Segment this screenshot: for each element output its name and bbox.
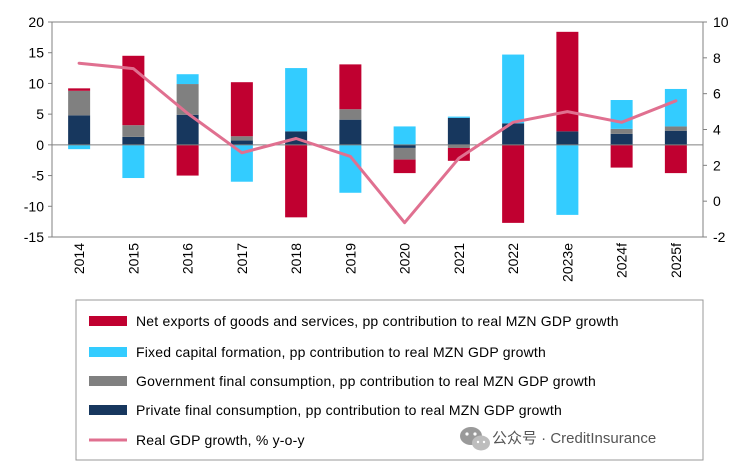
bar-2025f	[664, 88, 687, 127]
bar-2022	[502, 144, 525, 223]
legend-swatch	[89, 376, 127, 386]
gdp-growth-line	[77, 61, 678, 225]
legend-label: Real GDP growth, % y-o-y	[136, 432, 305, 448]
y-tick-label: 0	[36, 137, 44, 153]
bar-2019	[339, 109, 362, 120]
bar-2023e	[556, 144, 579, 215]
y-tick-label: -5	[32, 168, 45, 184]
x-tick-label: 2019	[342, 243, 358, 274]
bar-2018	[285, 144, 308, 218]
bar-2020	[393, 159, 416, 174]
bar-2015	[122, 136, 145, 145]
x-tick-label: 2023e	[559, 243, 575, 282]
y-tick-label: 10	[28, 75, 44, 91]
x-tick-label: 2015	[125, 243, 141, 274]
y-tick-label: -10	[24, 198, 44, 214]
legend-label: Government final consumption, pp contrib…	[136, 373, 596, 389]
bar-2025f	[664, 126, 687, 131]
bar-2024f	[610, 128, 633, 134]
bar-2024f	[610, 100, 633, 129]
bar-2019	[339, 64, 362, 110]
bar-2022	[502, 54, 525, 124]
bar-2015	[122, 55, 145, 126]
y2-tick-label: 6	[713, 86, 721, 102]
bar-2021	[447, 116, 470, 118]
bar-2019	[339, 144, 362, 193]
bar-2016	[176, 114, 199, 145]
y2-tick-label: 10	[713, 14, 729, 30]
bar-2017	[230, 144, 253, 182]
y2-tick-label: 8	[713, 50, 721, 66]
bar-2016	[176, 74, 199, 85]
bar-2020	[393, 126, 416, 145]
bar-2024f	[610, 133, 633, 145]
x-tick-label: 2022	[505, 243, 521, 274]
x-tick-label: 2020	[397, 243, 413, 274]
bar-2023e	[556, 31, 579, 132]
bar-2025f	[664, 130, 687, 145]
bar-2022	[502, 123, 525, 145]
watermark-text: 公众号 · CreditInsurance	[492, 430, 656, 447]
bar-2016	[176, 84, 199, 115]
bar-2019	[339, 119, 362, 145]
bar-2021	[447, 147, 470, 161]
bar-2025f	[664, 144, 687, 174]
legend-swatch	[89, 316, 127, 326]
y2-tick-label: -2	[713, 229, 726, 245]
bar-2014	[68, 88, 91, 91]
x-tick-label: 2017	[234, 243, 250, 274]
plot-area: -15 -10 -5 0 5 10 15 20 -2 0 2 4 6 8 10 2014 2015 2016 201…	[24, 14, 729, 282]
y2-tick-label: 0	[713, 193, 721, 209]
bar-2017	[230, 136, 253, 141]
x-tick-label: 2025f	[668, 243, 684, 278]
legend: Net exports of goods and services, pp co…	[75, 299, 704, 461]
x-tick-label: 2016	[180, 243, 196, 274]
legend-label: Private final consumption, pp contributi…	[136, 402, 562, 418]
bar-2015	[122, 125, 145, 137]
x-tick-label: 2024f	[614, 243, 630, 278]
y-tick-label: 15	[28, 45, 44, 61]
legend-swatch	[89, 405, 127, 415]
bar-2024f	[610, 144, 633, 168]
legend-label: Fixed capital formation, pp contribution…	[136, 344, 546, 360]
y2-tick-label: 2	[713, 157, 721, 173]
bar-2021	[447, 144, 470, 148]
bar-2023e	[556, 131, 579, 145]
bar-2014	[68, 90, 91, 116]
legend-frame	[75, 299, 704, 461]
bar-2014	[68, 115, 91, 145]
bar-2020	[393, 144, 416, 148]
y2-tick-label: 4	[713, 122, 721, 138]
bar-2017	[230, 140, 253, 145]
x-tick-label: 2014	[71, 243, 87, 274]
y-tick-label: 20	[28, 14, 44, 30]
bar-2014	[68, 144, 91, 150]
y-tick-label: 5	[36, 106, 44, 122]
bar-2021	[447, 117, 470, 145]
legend-swatch	[89, 347, 127, 357]
watermark: 公众号 · CreditInsurance	[460, 427, 656, 451]
bar-2018	[285, 68, 308, 132]
wechat-icon	[460, 427, 490, 451]
y-tick-label: -15	[24, 229, 44, 245]
bar-2020	[393, 147, 416, 160]
bar-2017	[230, 82, 253, 137]
bar-2015	[122, 144, 145, 179]
x-tick-label: 2021	[451, 243, 467, 274]
x-tick-label: 2018	[288, 243, 304, 274]
legend-label: Net exports of goods and services, pp co…	[136, 313, 619, 329]
bar-2016	[176, 144, 199, 176]
